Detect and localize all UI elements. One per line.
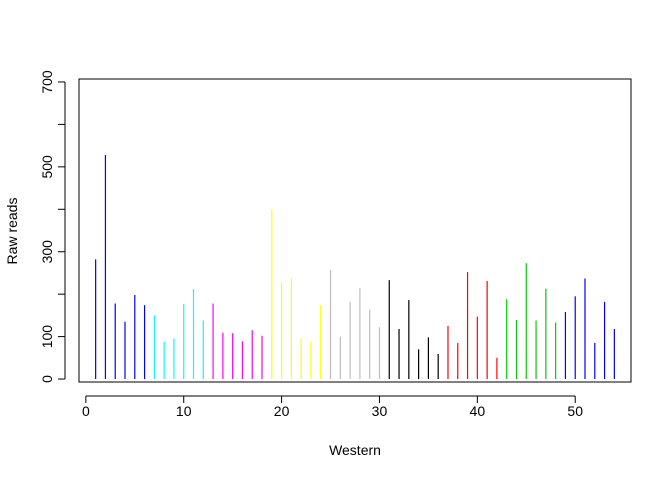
x-tick-label: 10 bbox=[176, 403, 192, 419]
y-tick-label: 100 bbox=[39, 325, 55, 349]
x-tick-label: 50 bbox=[567, 403, 583, 419]
x-axis: 0 10 20 30 40 50 bbox=[82, 395, 583, 419]
x-tick-label: 30 bbox=[372, 403, 388, 419]
y-tick-label: 0 bbox=[39, 375, 55, 383]
data-lines bbox=[95, 154, 615, 380]
y-tick-label: 700 bbox=[39, 70, 55, 94]
y-tick-label: 300 bbox=[39, 240, 55, 264]
y-axis: 0 100 300 500 700 bbox=[39, 70, 66, 383]
x-tick-label: 40 bbox=[470, 403, 486, 419]
y-axis-label: Raw reads bbox=[4, 198, 20, 265]
x-tick-label: 20 bbox=[274, 403, 290, 419]
plot-box bbox=[78, 78, 632, 383]
x-tick-label: 0 bbox=[82, 403, 90, 419]
x-axis-label: Western bbox=[329, 442, 381, 458]
y-tick-label: 500 bbox=[39, 155, 55, 179]
